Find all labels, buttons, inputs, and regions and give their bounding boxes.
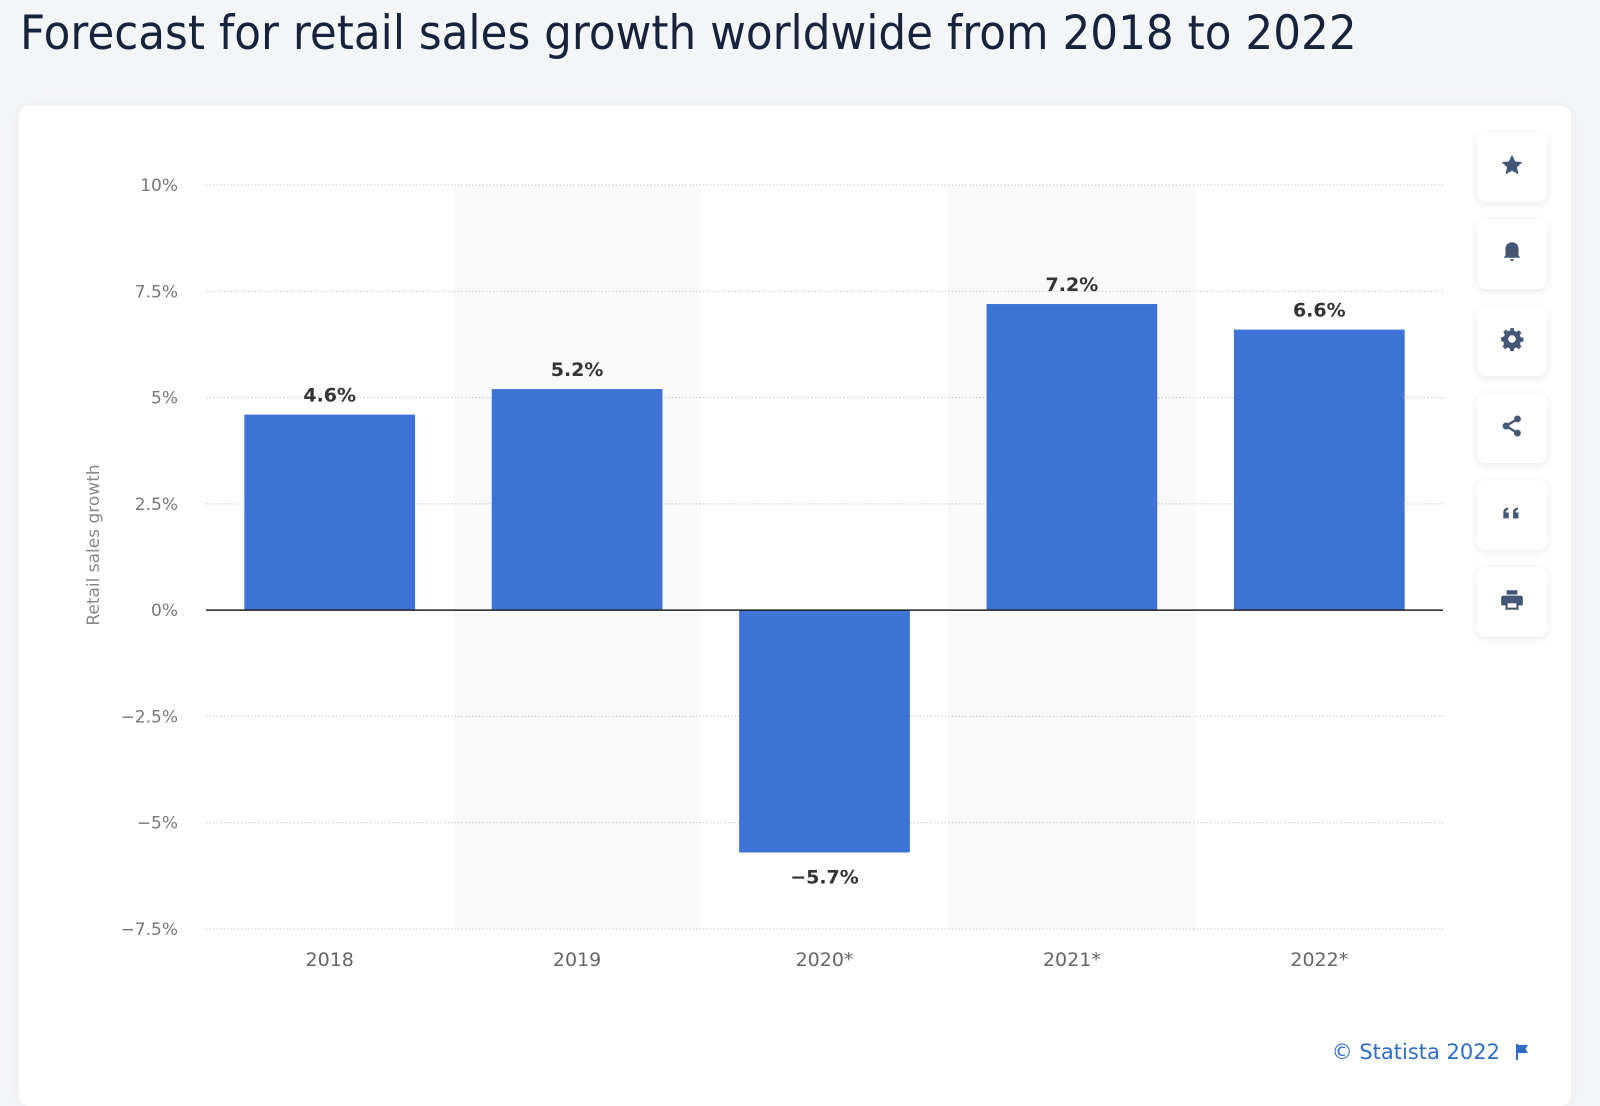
cite-button[interactable] [1477, 480, 1547, 550]
bar [244, 414, 416, 611]
x-tick-label: 2020* [796, 949, 854, 971]
x-tick-label: 2022* [1290, 949, 1348, 971]
page-title: Forecast for retail sales growth worldwi… [20, 6, 1357, 61]
y-tick-label: −5% [137, 814, 178, 834]
data-label: 4.6% [303, 385, 356, 407]
share-icon [1499, 413, 1525, 443]
y-tick-label: 2.5% [135, 495, 178, 515]
quote-icon [1499, 500, 1525, 530]
y-axis-label: Retail sales growth [84, 464, 104, 625]
y-tick-label: 7.5% [135, 282, 178, 302]
printer-icon [1499, 587, 1525, 617]
bar [986, 304, 1158, 611]
y-axis-ticks: 10% 7.5% 5% 2.5% 0% −2.5% −5% −7.5% [121, 176, 178, 940]
data-labels: 4.6% 5.2% −5.7% 7.2% 6.6% [303, 274, 1345, 888]
y-tick-label: 0% [151, 601, 178, 621]
bell-icon [1499, 239, 1525, 269]
flag-icon[interactable] [1514, 1043, 1530, 1061]
y-tick-label: 5% [151, 389, 178, 409]
x-tick-label: 2021* [1043, 949, 1101, 971]
y-tick-label: 10% [140, 176, 178, 196]
footer: © Statista 2022 [1332, 1040, 1530, 1064]
data-label: 5.2% [551, 359, 604, 381]
x-axis-ticks: 2018 2019 2020* 2021* 2022* [306, 949, 1349, 971]
x-tick-label: 2018 [306, 949, 354, 971]
statista-copyright-link[interactable]: © Statista 2022 [1331, 1040, 1500, 1064]
x-tick-label: 2019 [553, 949, 601, 971]
notification-button[interactable] [1477, 219, 1547, 289]
bar [491, 389, 663, 611]
star-icon [1499, 152, 1525, 182]
gear-icon [1499, 326, 1525, 356]
bars [244, 304, 1405, 853]
bar [739, 610, 910, 853]
data-label: −5.7% [790, 866, 859, 888]
favorite-button[interactable] [1477, 132, 1547, 202]
share-button[interactable] [1477, 393, 1547, 463]
data-label: 6.6% [1293, 300, 1346, 322]
settings-button[interactable] [1477, 306, 1547, 376]
y-tick-label: −7.5% [121, 920, 178, 940]
y-tick-label: −2.5% [121, 707, 178, 727]
data-label: 7.2% [1046, 274, 1099, 296]
bar [1233, 329, 1405, 611]
print-button[interactable] [1477, 567, 1547, 637]
